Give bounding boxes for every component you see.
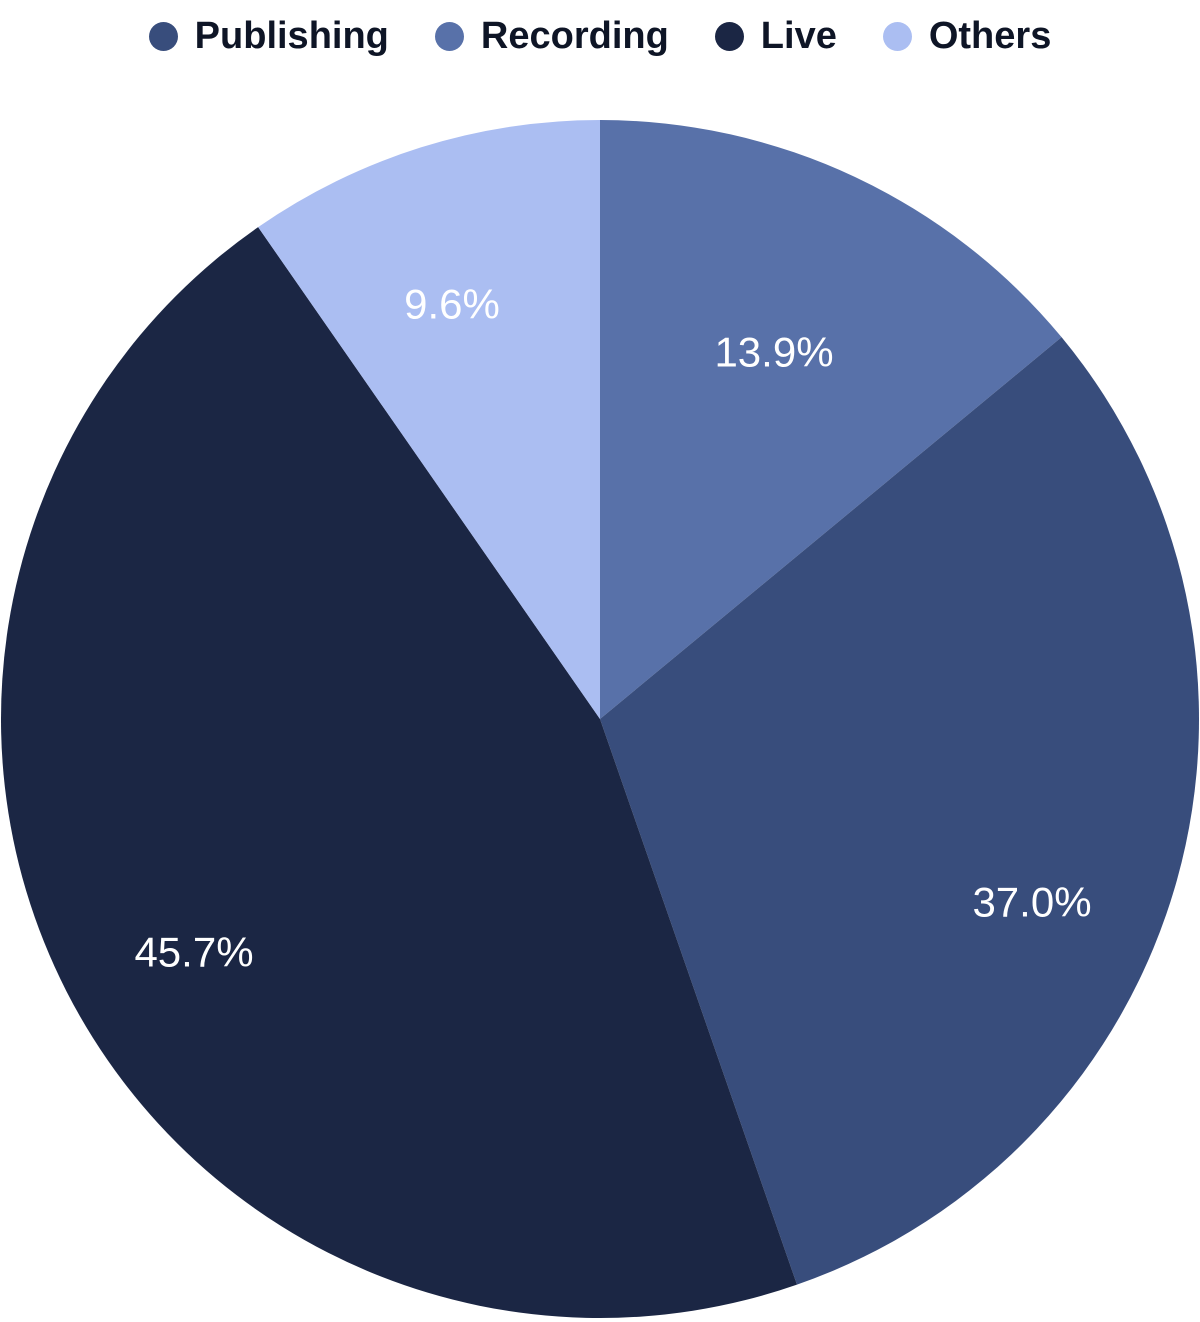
legend-label-live: Live bbox=[760, 15, 837, 57]
legend-label-recording: Recording bbox=[480, 15, 669, 57]
legend-item-recording[interactable]: Recording bbox=[434, 15, 669, 57]
legend-item-live[interactable]: Live bbox=[714, 15, 837, 57]
pie-slice-label-recording: 13.9% bbox=[714, 329, 833, 376]
legend-label-others: Others bbox=[928, 15, 1052, 57]
legend-dot-others-icon bbox=[882, 21, 912, 51]
legend-dot-recording-icon bbox=[434, 21, 464, 51]
pie-slice-label-others: 9.6% bbox=[404, 281, 500, 328]
legend-item-others[interactable]: Others bbox=[882, 15, 1052, 57]
pie-slice-recording[interactable] bbox=[600, 120, 1062, 719]
pie-slice-others[interactable] bbox=[258, 120, 600, 719]
pie-slice-live[interactable] bbox=[0, 227, 797, 1318]
pie-slice-publishing[interactable] bbox=[600, 337, 1200, 1285]
pie-slice-label-live: 45.7% bbox=[134, 929, 253, 976]
legend-item-publishing[interactable]: Publishing bbox=[148, 15, 389, 57]
pie-slice-label-publishing: 37.0% bbox=[972, 879, 1091, 926]
legend-dot-publishing-icon bbox=[148, 21, 178, 51]
legend-dot-live-icon bbox=[714, 21, 744, 51]
legend: Publishing Recording Live Others bbox=[0, 10, 1200, 62]
legend-label-publishing: Publishing bbox=[194, 15, 389, 57]
